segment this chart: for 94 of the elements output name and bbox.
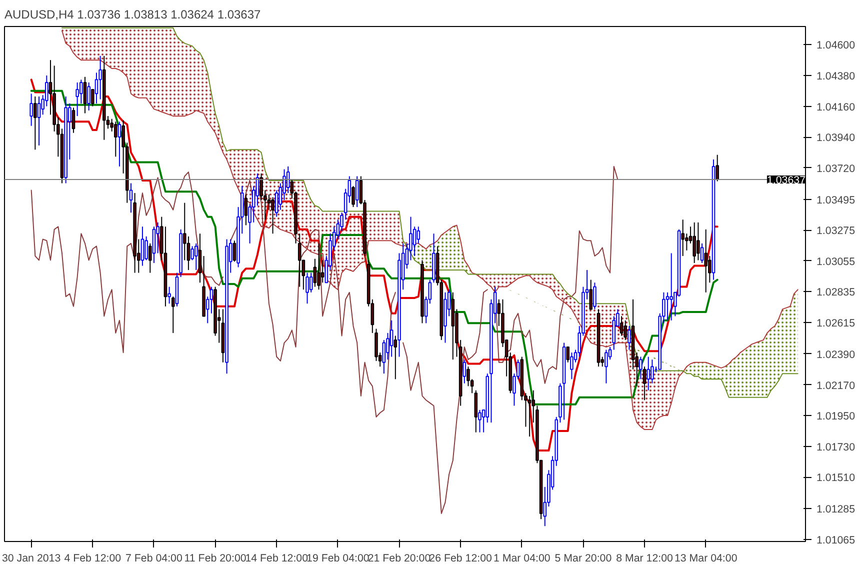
candlestick xyxy=(98,55,102,100)
candlestick xyxy=(94,72,98,104)
candlestick xyxy=(30,93,33,126)
y-tick-label: 1.01950 xyxy=(816,410,856,423)
y-tick-label: 1.02835 xyxy=(816,286,856,299)
y-tick-label: 1.02390 xyxy=(816,348,856,361)
x-tick-label: 1 Mar 04:00 xyxy=(493,552,550,564)
candlestick xyxy=(244,194,248,226)
x-tick-label: 7 Feb 04:00 xyxy=(126,552,182,564)
candlestick xyxy=(570,352,574,380)
candlestick xyxy=(624,320,628,340)
ref-line-label: 1.03637 xyxy=(766,174,806,186)
candlestick xyxy=(320,260,324,284)
candlestick xyxy=(232,240,236,262)
candlestick xyxy=(666,292,670,321)
candlestick xyxy=(313,258,317,288)
candlestick xyxy=(152,226,156,264)
y-tick-label: 1.03055 xyxy=(816,256,856,268)
chart-title: AUDUSD,H4 1.03736 1.03813 1.03624 1.03637 xyxy=(4,8,262,22)
candlestick xyxy=(639,356,642,380)
x-tick-label: 30 Jan 2013 xyxy=(2,552,61,564)
candlestick xyxy=(271,196,274,234)
candlestick xyxy=(198,233,202,284)
candlestick xyxy=(317,242,320,290)
candlestick xyxy=(186,236,190,271)
candlestick xyxy=(390,320,394,358)
candlestick xyxy=(670,252,674,321)
candlestick xyxy=(129,182,133,214)
y-tick-label: 1.01065 xyxy=(816,534,856,546)
candlestick xyxy=(612,316,616,350)
y-tick-label: 1.03275 xyxy=(816,225,856,238)
candlestick xyxy=(589,279,593,310)
candlestick xyxy=(76,82,79,117)
candlestick xyxy=(306,272,309,304)
candlestick xyxy=(566,346,570,363)
candlestick xyxy=(692,222,696,264)
candlestick xyxy=(352,186,355,208)
candlestick xyxy=(91,88,94,107)
candlestick xyxy=(604,349,608,384)
candlestick xyxy=(696,222,700,261)
candlestick xyxy=(478,409,482,433)
candlestick xyxy=(87,82,90,111)
candlestick xyxy=(72,107,76,134)
candlestick xyxy=(118,121,122,167)
y-tick-label: 1.01285 xyxy=(816,504,856,516)
candlestick xyxy=(462,359,466,384)
y-tick-label: 1.02615 xyxy=(816,317,856,330)
candlestick xyxy=(416,226,420,244)
candlestick xyxy=(171,296,175,334)
x-tick-label: 8 Mar 12:00 xyxy=(616,552,674,564)
y-tick-label: 1.01510 xyxy=(816,472,856,484)
y-tick-label: 1.04380 xyxy=(816,70,856,82)
x-tick-label: 14 Feb 12:00 xyxy=(245,552,308,564)
y-tick-label: 1.03940 xyxy=(816,132,856,144)
candlestick xyxy=(681,219,685,257)
x-tick-label: 11 Feb 20:00 xyxy=(184,552,246,564)
candlestick xyxy=(620,316,624,336)
x-tick-label: 26 Feb 12:00 xyxy=(429,552,492,564)
candlestick xyxy=(210,286,214,314)
candlestick xyxy=(628,325,631,350)
candlestick xyxy=(642,366,646,401)
candlestick xyxy=(168,286,171,304)
x-tick-label: 19 Feb 04:00 xyxy=(306,552,370,564)
candlestick xyxy=(716,154,719,182)
candlestick xyxy=(309,272,313,293)
x-tick-label: 21 Feb 20:00 xyxy=(368,552,431,564)
candlestick xyxy=(355,176,359,208)
candlestick xyxy=(704,228,708,293)
candlestick xyxy=(267,194,271,210)
y-tick-label: 1.03720 xyxy=(816,162,856,175)
candlestick xyxy=(148,242,152,274)
y-tick-label: 1.01730 xyxy=(816,441,856,454)
candlestick xyxy=(144,236,148,261)
candlestick xyxy=(412,226,416,257)
y-tick-label: 1.04600 xyxy=(816,40,856,52)
y-tick-label: 1.02170 xyxy=(816,380,856,392)
candlestick xyxy=(34,96,37,150)
candlestick xyxy=(474,390,478,433)
candlestick xyxy=(394,335,398,380)
x-tick-label: 5 Mar 20:00 xyxy=(554,552,612,564)
y-tick-label: 1.03495 xyxy=(816,194,856,206)
candlestick xyxy=(37,96,41,146)
candlestick xyxy=(382,339,386,374)
candlestick xyxy=(700,242,704,264)
y-tick-label: 1.04160 xyxy=(816,101,856,114)
candlestick xyxy=(646,356,650,391)
candlestick xyxy=(83,76,87,114)
candlestick xyxy=(528,395,532,438)
candlestick xyxy=(194,242,198,271)
x-tick-label: 4 Feb 12:00 xyxy=(64,552,122,564)
x-tick-label: 13 Mar 04:00 xyxy=(674,552,738,564)
candlestick xyxy=(114,121,118,158)
candlestick xyxy=(140,226,144,266)
candlestick xyxy=(593,282,596,310)
